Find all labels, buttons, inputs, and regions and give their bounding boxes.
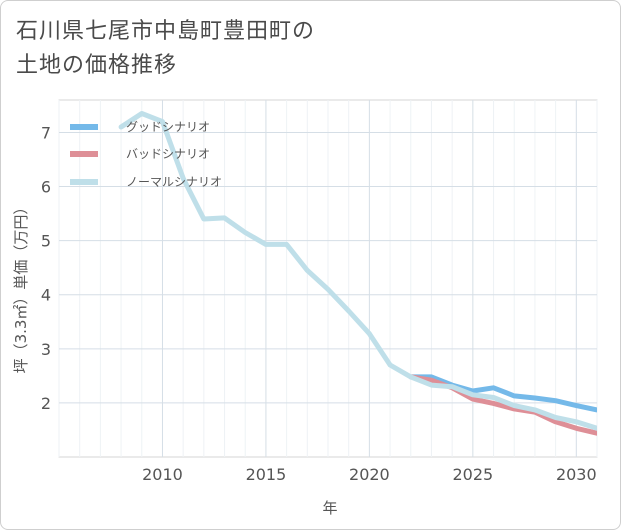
x-tick-label: 2030 (556, 465, 597, 484)
x-axis-label: 年 (322, 499, 337, 517)
legend-label: ノーマルシナリオ (126, 175, 222, 189)
x-tick-label: 2015 (246, 465, 287, 484)
chart-title-line1: 石川県七尾市中島町豊田町の (16, 19, 316, 44)
y-tick-label: 3 (41, 340, 51, 359)
y-tick-label: 2 (41, 394, 51, 413)
legend-label: グッドシナリオ (126, 120, 210, 134)
x-tick-label: 2010 (142, 465, 183, 484)
y-tick-label: 7 (41, 123, 51, 142)
y-tick-label: 5 (41, 232, 51, 251)
series-line-normal (118, 111, 597, 431)
chart-title: 石川県七尾市中島町豊田町の 土地の価格推移 (16, 15, 315, 83)
y-tick-label: 6 (41, 178, 51, 197)
legend-label: バッドシナリオ (126, 147, 210, 161)
chart-title-line2: 土地の価格推移 (16, 53, 178, 78)
x-tick-label: 2020 (349, 465, 390, 484)
y-tick-label: 4 (41, 286, 51, 305)
y-axis-label: 坪（3.3㎡）単価（万円） (12, 200, 30, 374)
x-tick-label: 2025 (452, 465, 493, 484)
series-line-good (408, 374, 597, 413)
